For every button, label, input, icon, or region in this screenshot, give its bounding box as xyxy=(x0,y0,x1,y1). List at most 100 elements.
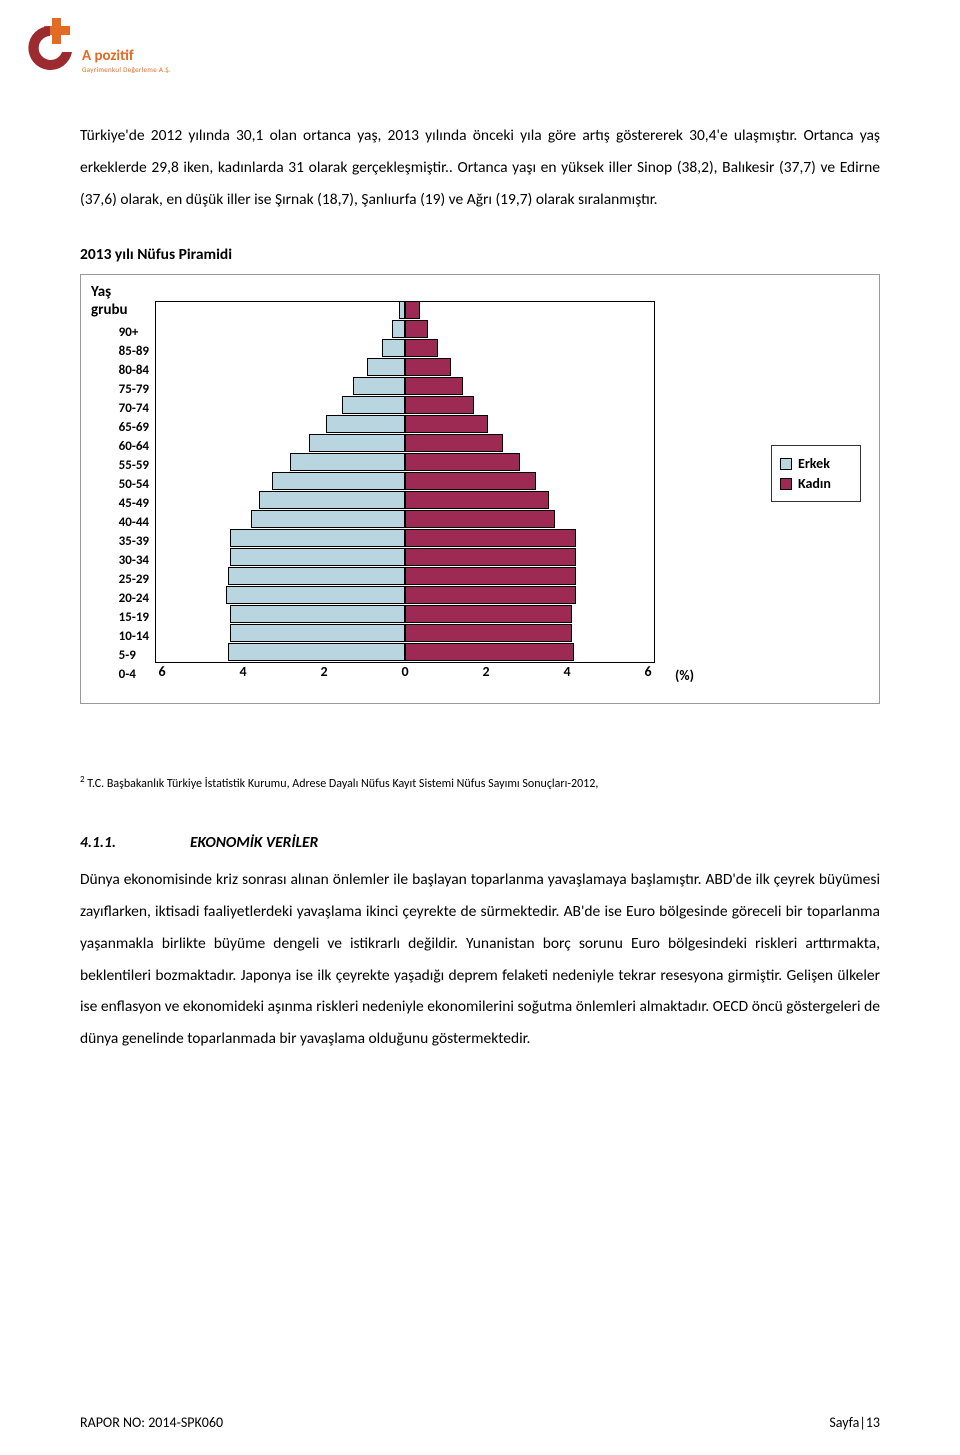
bar-male xyxy=(259,491,405,509)
bar-female xyxy=(405,529,576,547)
pyramid-row xyxy=(155,605,655,624)
pyramid-row xyxy=(155,491,655,510)
bar-female xyxy=(405,624,572,642)
x-axis: 6420246 xyxy=(155,663,655,680)
pyramid-row xyxy=(155,472,655,491)
bar-male xyxy=(230,548,405,566)
x-tick: 4 xyxy=(560,663,574,680)
pyramid-row xyxy=(155,434,655,453)
y-tick: 65-69 xyxy=(119,418,149,437)
bar-female xyxy=(405,548,576,566)
legend: Erkek Kadın xyxy=(771,445,861,502)
y-tick: 25-29 xyxy=(119,570,149,589)
y-tick: 45-49 xyxy=(119,494,149,513)
bar-male xyxy=(230,529,405,547)
pyramid-row xyxy=(155,301,655,320)
bar-male xyxy=(272,472,405,490)
pyramid-row xyxy=(155,567,655,586)
section-heading: 4.1.1. EKONOMİK VERİLER xyxy=(80,833,880,852)
y-tick: 90+ xyxy=(119,323,149,342)
y-axis-title: Yaş grubu xyxy=(91,283,149,319)
bar-male xyxy=(382,339,405,357)
bar-male xyxy=(230,624,405,642)
logo-brand: A pozitif xyxy=(82,47,171,65)
bar-female xyxy=(405,586,576,604)
y-tick: 20-24 xyxy=(119,589,149,608)
bar-female xyxy=(405,567,576,585)
bar-female xyxy=(405,396,474,414)
bar-male xyxy=(326,415,405,433)
y-axis: Yaş grubu 90+85-8980-8475-7970-7465-6960… xyxy=(91,283,149,684)
bar-male xyxy=(353,377,405,395)
pyramid-row xyxy=(155,377,655,396)
pyramid-row xyxy=(155,320,655,339)
plot-area: 6420246 (%) xyxy=(155,283,655,683)
pyramid-row xyxy=(155,643,655,662)
pyramid-row xyxy=(155,529,655,548)
y-tick: 55-59 xyxy=(119,456,149,475)
legend-female: Kadın xyxy=(780,475,852,492)
bar-female xyxy=(405,301,420,319)
report-number: RAPOR NO: 2014-SPK060 xyxy=(80,1414,223,1431)
bar-male xyxy=(251,510,405,528)
chart-title: 2013 yılı Nüfus Piramidi xyxy=(80,245,880,264)
bar-male xyxy=(309,434,405,452)
footnote-index: 2 xyxy=(80,774,85,785)
bar-female xyxy=(405,491,549,509)
y-tick: 60-64 xyxy=(119,437,149,456)
bar-female xyxy=(405,358,451,376)
y-tick: 80-84 xyxy=(119,361,149,380)
y-tick: 85-89 xyxy=(119,342,149,361)
bar-male xyxy=(226,586,405,604)
page-footer: RAPOR NO: 2014-SPK060 Sayfa|13 xyxy=(80,1414,880,1431)
footnote: 2 T.C. Başbakanlık Türkiye İstatistik Ku… xyxy=(80,774,880,791)
pyramid-row xyxy=(155,624,655,643)
pyramid-row xyxy=(155,415,655,434)
section-number: 4.1.1. xyxy=(80,833,190,852)
bar-female xyxy=(405,415,488,433)
pyramid-row xyxy=(155,548,655,567)
footnote-text: T.C. Başbakanlık Türkiye İstatistik Kuru… xyxy=(87,777,598,791)
y-tick: 35-39 xyxy=(119,532,149,551)
y-tick: 40-44 xyxy=(119,513,149,532)
y-tick: 75-79 xyxy=(119,380,149,399)
x-tick: 0 xyxy=(398,663,412,680)
x-tick: 6 xyxy=(641,663,655,680)
pyramid-row xyxy=(155,396,655,415)
logo-text: A pozitif Gayrimenkul Değerleme A.Ş. xyxy=(82,47,171,74)
bar-male xyxy=(290,453,405,471)
legend-swatch-female xyxy=(780,478,792,490)
legend-swatch-male xyxy=(780,458,792,470)
y-tick: 30-34 xyxy=(119,551,149,570)
legend-label-female: Kadın xyxy=(798,475,831,492)
y-tick: 5-9 xyxy=(119,646,149,665)
logo: A pozitif Gayrimenkul Değerleme A.Ş. xyxy=(20,18,171,74)
bar-male xyxy=(230,605,405,623)
y-tick: 0-4 xyxy=(119,665,149,684)
x-axis-unit: (%) xyxy=(675,667,694,684)
pyramid-row xyxy=(155,586,655,605)
bar-female xyxy=(405,453,520,471)
bar-female xyxy=(405,510,555,528)
bar-female xyxy=(405,472,536,490)
x-tick: 2 xyxy=(317,663,331,680)
bar-male xyxy=(367,358,405,376)
logo-subtitle: Gayrimenkul Değerleme A.Ş. xyxy=(82,65,171,74)
section-title: EKONOMİK VERİLER xyxy=(190,833,318,852)
bar-male xyxy=(228,643,405,661)
paragraph-economy: Dünya ekonomisinde kriz sonrası alınan ö… xyxy=(80,864,880,1055)
bar-male xyxy=(228,567,405,585)
y-tick: 70-74 xyxy=(119,399,149,418)
pyramid-row xyxy=(155,358,655,377)
y-tick: 50-54 xyxy=(119,475,149,494)
bar-female xyxy=(405,339,438,357)
bar-female xyxy=(405,605,572,623)
page-number: Sayfa|13 xyxy=(829,1414,880,1431)
legend-label-male: Erkek xyxy=(798,455,830,472)
bar-male xyxy=(342,396,405,414)
bar-female xyxy=(405,643,574,661)
logo-mark xyxy=(20,18,76,74)
bar-male xyxy=(392,320,405,338)
legend-male: Erkek xyxy=(780,455,852,472)
pyramid-row xyxy=(155,510,655,529)
